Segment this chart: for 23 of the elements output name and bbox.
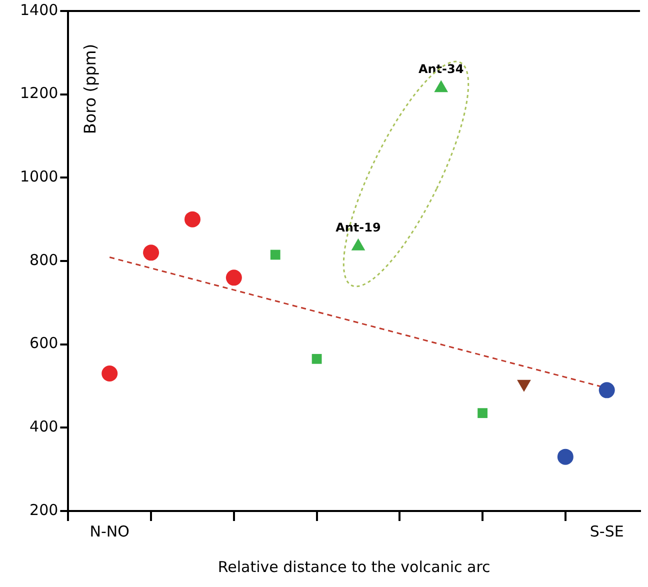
y-tick-label: 800 <box>30 250 58 269</box>
annotation: Ant-19 <box>336 220 381 235</box>
point <box>226 270 242 286</box>
point <box>102 366 118 382</box>
y-tick-label: 400 <box>30 418 58 436</box>
point <box>557 448 574 465</box>
point <box>184 211 200 228</box>
point <box>434 80 448 92</box>
y-tick-label: 200 <box>30 500 58 519</box>
point <box>143 244 160 261</box>
x-axis-title: Relative distance to the volcanic arc <box>218 558 490 576</box>
y-tick-label: 1400 <box>20 0 58 19</box>
annotation: Ant-34 <box>418 62 464 76</box>
point <box>598 382 615 398</box>
point <box>270 250 280 260</box>
point <box>478 408 488 418</box>
y-tick-label: 1200 <box>20 84 58 102</box>
y-tick-label: 600 <box>30 334 58 352</box>
x-tick-label: N-NO <box>90 522 130 540</box>
y-tick-label: 1000 <box>20 168 58 186</box>
y-axis-title: Boro (ppm) <box>80 44 100 134</box>
x-tick-label: S-SE <box>590 522 624 540</box>
point <box>312 354 322 364</box>
